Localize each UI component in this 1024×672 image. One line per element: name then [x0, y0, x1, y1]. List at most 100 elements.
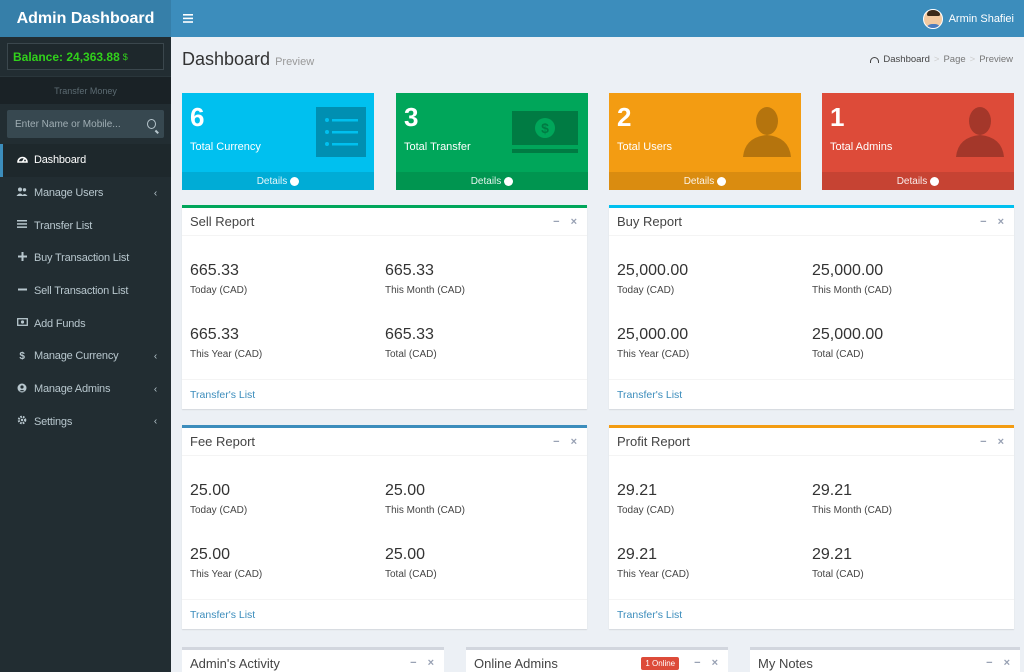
box-tools: − × — [980, 216, 1004, 228]
stat-caption: Today (CAD) — [617, 505, 675, 516]
stat-value: 29.21 — [617, 546, 658, 563]
admin-activity-box: Admin's Activity − × — [182, 647, 444, 672]
brand-logo[interactable]: Admin Dashboard — [0, 0, 171, 37]
stat-today: 29.21 Today (CAD) — [617, 482, 674, 516]
stat-value: 25.00 — [385, 546, 426, 563]
sidebar-item-buy-transactions[interactable]: Buy Transaction List — [0, 242, 171, 275]
page-title: Dashboard Preview — [182, 49, 314, 70]
minimize-icon[interactable]: − — [980, 215, 987, 228]
sidebar-menu: Dashboard Manage Users ‹ Transfer List B… — [0, 144, 171, 438]
user-menu[interactable]: Armin Shafiei — [922, 8, 1014, 29]
stat-caption: This Year (CAD) — [190, 349, 263, 360]
top-navbar: Armin Shafiei — [171, 0, 1024, 37]
avatar — [922, 8, 943, 29]
minimize-icon[interactable]: − — [694, 656, 701, 669]
close-icon[interactable]: × — [570, 435, 577, 448]
users-icon — [16, 187, 28, 199]
stat-year: 29.21 This Year (CAD) — [617, 546, 689, 580]
details-link[interactable]: Details — [396, 172, 588, 190]
stat-value: 25,000.00 — [812, 262, 884, 279]
transfers-list-link[interactable]: Transfer's List — [617, 388, 683, 401]
dashboard-icon — [16, 154, 28, 166]
sidebar-item-label: Sell Transaction List — [34, 285, 129, 298]
box-footer: Transfer's List — [609, 599, 1014, 629]
stat-total: 25.00 Total (CAD) — [385, 546, 437, 580]
details-label: Details — [256, 175, 288, 187]
close-icon[interactable]: × — [427, 657, 434, 669]
sidebar-item-dashboard[interactable]: Dashboard — [0, 144, 171, 177]
arrow-circle-right-icon — [290, 176, 300, 186]
minimize-icon[interactable]: − — [553, 435, 560, 448]
minimize-icon[interactable]: − — [410, 657, 417, 669]
fee-report-box: Fee Report − × 25.00 Today (CAD) 25.00 Thi… — [182, 425, 587, 629]
details-link[interactable]: Details — [822, 172, 1014, 190]
transfers-list-link[interactable]: Transfer's List — [190, 608, 256, 621]
stat-total: 665.33 Total (CAD) — [385, 326, 437, 360]
box-header: Profit Report − × — [609, 428, 1014, 456]
close-icon[interactable]: × — [997, 215, 1004, 228]
report-stats: 25,000.00 Today (CAD) 25,000.00 This Month… — [609, 236, 1014, 379]
buy-report-box: Buy Report − × 25,000.00 Today (CAD) 25,0… — [609, 205, 1014, 409]
details-link[interactable]: Details — [609, 172, 801, 190]
online-admins-box: Online Admins 1 Online − × — [466, 647, 728, 672]
stat-total: 25,000.00 Total (CAD) — [812, 326, 883, 360]
sidebar-item-manage-users[interactable]: Manage Users ‹ — [0, 177, 171, 210]
stat-month: 25,000.00 This Month (CAD) — [812, 262, 892, 296]
search-input[interactable] — [15, 118, 147, 130]
stat-today: 665.33 Today (CAD) — [190, 262, 247, 296]
stat-month: 665.33 This Month (CAD) — [385, 262, 465, 296]
stat-number: 1 — [830, 102, 845, 132]
sidebar-item-transfer-list[interactable]: Transfer List — [0, 209, 171, 242]
chevron-left-icon: ‹ — [153, 383, 157, 395]
menu-toggle-icon[interactable] — [181, 12, 195, 26]
online-count-badge: 1 Online — [641, 656, 680, 670]
close-icon[interactable]: × — [997, 435, 1004, 448]
stat-today: 25,000.00 Today (CAD) — [617, 262, 688, 296]
sidebar-item-label: Transfer List — [34, 219, 93, 232]
stat-value: 25,000.00 — [617, 326, 689, 343]
details-link[interactable]: Details — [182, 172, 374, 190]
transfer-money-link[interactable]: Transfer Money — [0, 76, 171, 104]
close-icon[interactable]: × — [570, 215, 577, 228]
box-footer: Transfer's List — [182, 599, 587, 629]
main-content: Dashboard Preview Dashboard > Page > Prev… — [171, 37, 1024, 672]
details-label: Details — [683, 175, 715, 187]
minimize-icon[interactable]: − — [553, 215, 560, 228]
stat-caption: Today (CAD) — [617, 285, 675, 296]
stat-box-currency: 6 Total Currency Details — [182, 93, 374, 190]
box-header: Fee Report − × — [182, 428, 587, 456]
box-title: Online Admins — [474, 655, 558, 671]
stat-value: 665.33 — [190, 262, 239, 279]
close-icon[interactable]: × — [1003, 657, 1010, 669]
money-icon — [16, 318, 28, 329]
minimize-icon[interactable]: − — [986, 657, 993, 669]
transfers-list-link[interactable]: Transfer's List — [190, 388, 256, 401]
minimize-icon[interactable]: − — [980, 435, 987, 448]
sidebar-item-manage-admins[interactable]: Manage Admins ‹ — [0, 373, 171, 406]
stat-number: 6 — [190, 102, 205, 132]
stat-box-users: 2 Total Users Details — [609, 93, 801, 190]
box-title: My Notes — [758, 655, 813, 671]
dashboard-icon — [870, 56, 880, 63]
sidebar-item-settings[interactable]: Settings ‹ — [0, 406, 171, 439]
minus-icon — [16, 285, 28, 297]
breadcrumb-preview: Preview — [979, 54, 1013, 65]
stat-caption: This Year (CAD) — [617, 349, 690, 360]
arrow-circle-right-icon — [717, 176, 727, 186]
breadcrumb-page[interactable]: Page — [943, 54, 966, 65]
page-subtitle: Preview — [275, 56, 315, 68]
stat-caption: Total (CAD) — [812, 569, 864, 580]
sidebar-item-add-funds[interactable]: Add Funds — [0, 307, 171, 340]
box-tools: − × — [553, 216, 577, 228]
stat-label: Total Transfer — [404, 141, 471, 153]
sidebar-item-manage-currency[interactable]: $ Manage Currency ‹ — [0, 340, 171, 373]
breadcrumb-dashboard[interactable]: Dashboard — [883, 54, 930, 65]
sidebar-item-sell-transactions[interactable]: Sell Transaction List — [0, 275, 171, 308]
sidebar-item-label: Buy Transaction List — [34, 252, 130, 265]
sidebar-item-label: Manage Users — [34, 187, 104, 200]
search-icon[interactable] — [147, 119, 156, 129]
arrow-circle-right-icon — [930, 176, 940, 186]
close-icon[interactable]: × — [711, 656, 718, 669]
transfers-list-link[interactable]: Transfer's List — [617, 608, 683, 621]
list-icon — [16, 220, 28, 231]
